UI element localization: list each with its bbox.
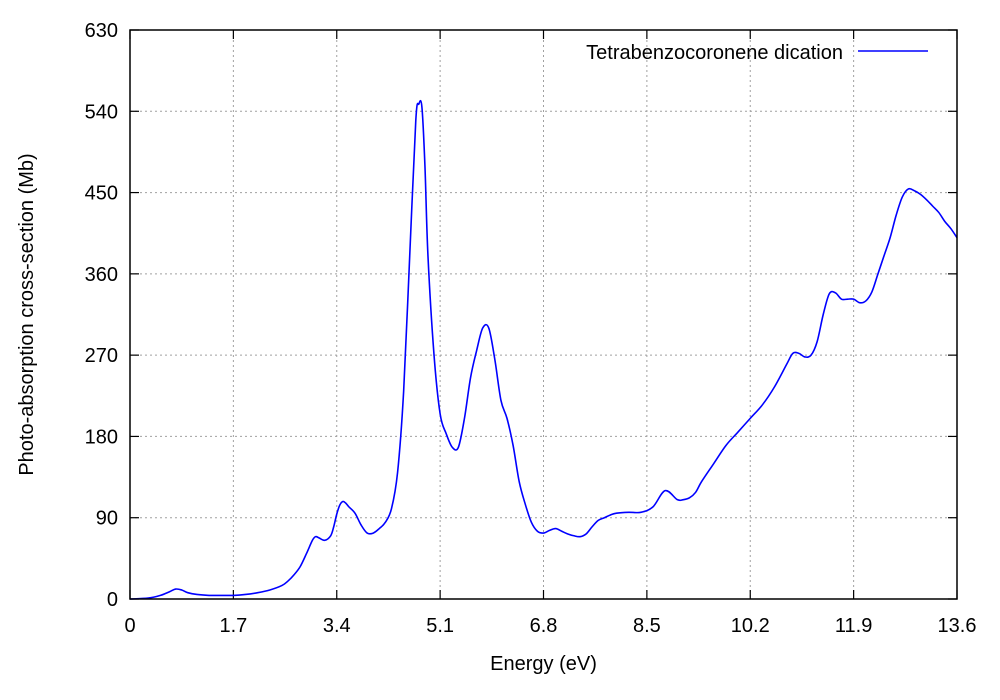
x-tick-label: 10.2 [731,615,770,637]
x-tick-label: 11.9 [835,615,872,637]
y-tick-label: 540 [85,101,118,123]
plot-frame [129,29,958,600]
y-axis-title: Photo-absorption cross-section (Mb) [16,153,38,475]
x-tick-label: 3.4 [323,615,351,637]
x-tick-label: 13.6 [938,615,977,637]
grid-lines [130,30,957,599]
y-tick-label: 450 [85,183,118,205]
series-line-tetrabenzocoronene-dication [129,99,958,600]
x-axis-title: Energy (eV) [490,653,597,675]
y-tick-label: 630 [85,20,118,42]
y-tick-label: 180 [85,426,118,448]
x-tick-label: 6.8 [530,615,558,637]
legend-label: Tetrabenzocoronene dication [586,42,843,64]
tick-labels: 0 1.7 3.4 5.1 6.8 8.5 10.2 11.9 13.6 0 90 180 270 360… [85,20,977,637]
y-tick-label: 270 [85,345,118,367]
y-tick-label: 90 [96,508,118,530]
x-tick-label: 8.5 [633,615,661,637]
y-tick-label: 0 [107,589,118,611]
x-tick-label: 1.7 [219,615,247,637]
x-tick-label: 0 [124,615,135,637]
x-tick-label: 5.1 [426,615,454,637]
y-tick-label: 360 [85,264,118,286]
legend: Tetrabenzocoronene dication [586,42,928,64]
